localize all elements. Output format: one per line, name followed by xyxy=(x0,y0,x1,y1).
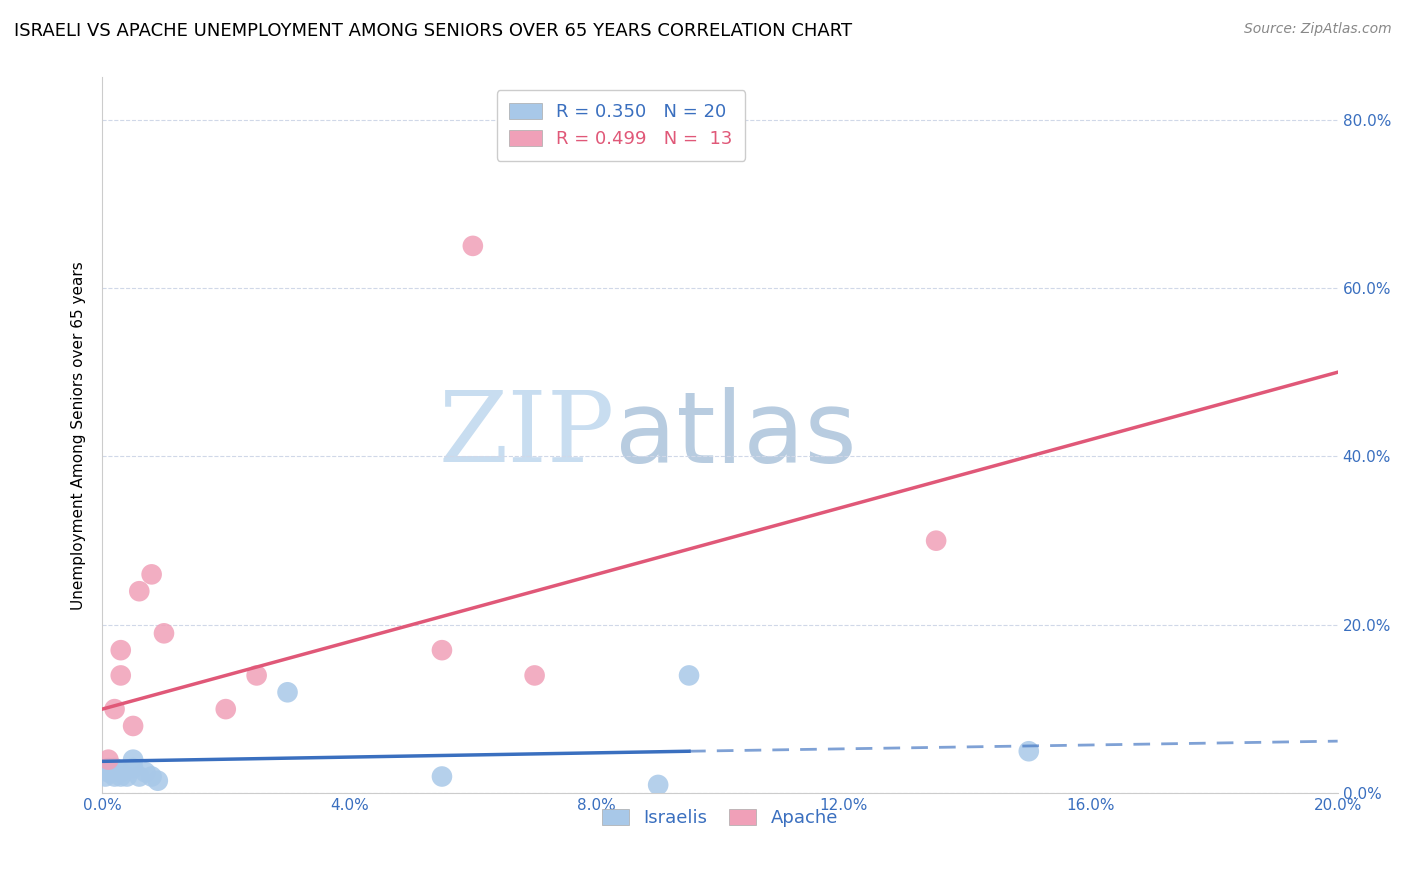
Point xyxy=(97,761,120,775)
Point xyxy=(215,702,238,716)
Point xyxy=(430,770,453,784)
Point xyxy=(110,770,132,784)
Point xyxy=(430,643,453,657)
Point xyxy=(97,753,120,767)
Text: atlas: atlas xyxy=(614,387,856,483)
Point xyxy=(110,668,132,682)
Point xyxy=(523,668,546,682)
Point xyxy=(97,765,120,780)
Y-axis label: Unemployment Among Seniors over 65 years: Unemployment Among Seniors over 65 years xyxy=(72,261,86,610)
Point xyxy=(122,761,145,775)
Text: Source: ZipAtlas.com: Source: ZipAtlas.com xyxy=(1244,22,1392,37)
Point xyxy=(110,765,132,780)
Point xyxy=(276,685,298,699)
Point xyxy=(110,643,132,657)
Text: ISRAELI VS APACHE UNEMPLOYMENT AMONG SENIORS OVER 65 YEARS CORRELATION CHART: ISRAELI VS APACHE UNEMPLOYMENT AMONG SEN… xyxy=(14,22,852,40)
Point xyxy=(100,765,122,780)
Point xyxy=(678,668,700,682)
Point xyxy=(94,770,117,784)
Point xyxy=(141,567,163,582)
Point xyxy=(647,778,669,792)
Point xyxy=(141,770,163,784)
Point xyxy=(153,626,176,640)
Point xyxy=(103,761,125,775)
Point xyxy=(103,770,125,784)
Point xyxy=(1018,744,1040,758)
Point xyxy=(115,770,138,784)
Text: ZIP: ZIP xyxy=(439,387,614,483)
Point xyxy=(461,239,484,253)
Point xyxy=(122,719,145,733)
Point xyxy=(128,584,150,599)
Legend: Israelis, Apache: Israelis, Apache xyxy=(595,802,845,834)
Point xyxy=(103,702,125,716)
Point xyxy=(146,773,169,788)
Point xyxy=(128,770,150,784)
Point xyxy=(134,765,156,780)
Point xyxy=(925,533,948,548)
Point xyxy=(122,753,145,767)
Point xyxy=(246,668,269,682)
